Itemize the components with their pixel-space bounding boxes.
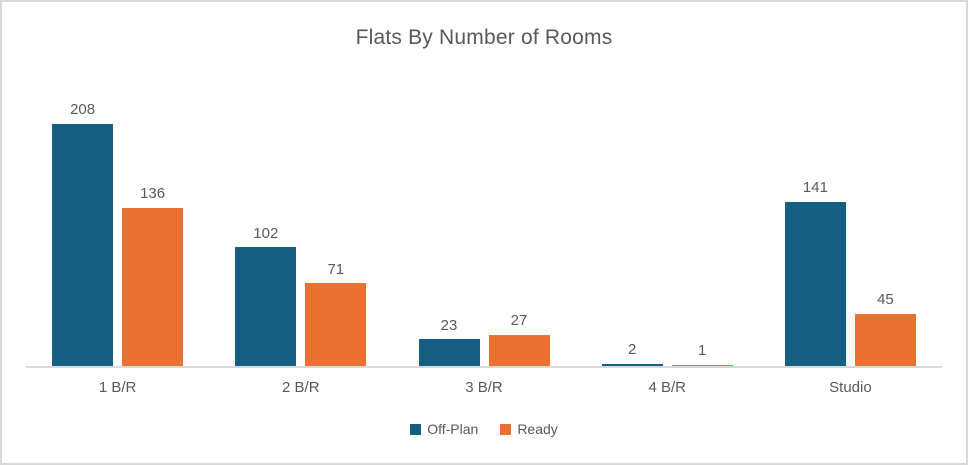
bar-col-ready-studio: 45 [854, 75, 916, 366]
bar-ready-studio [854, 313, 916, 366]
x-axis-label-studio: Studio [829, 379, 872, 396]
x-axis-label-4-b-r: 4 B/R [648, 379, 686, 396]
data-label-ready-2-b-r: 71 [327, 260, 345, 278]
bar-col-off-plan-3-b-r: 23 [418, 75, 480, 366]
bar-off-plan-3-b-r [418, 339, 480, 366]
bar-col-ready-4-b-r: 1 [671, 75, 733, 366]
legend: Off-Plan Ready [2, 421, 966, 437]
chart-title: Flats By Number of Rooms [355, 26, 613, 49]
bar-ready-3-b-r [488, 334, 550, 366]
bar-col-ready-3-b-r: 27 [488, 75, 550, 366]
bar-off-plan-1-b-r [52, 123, 114, 366]
legend-item-off-plan: Off-Plan [410, 421, 478, 437]
bar-col-off-plan-1-b-r: 208 [52, 75, 114, 366]
data-label-ready-3-b-r: 27 [510, 312, 528, 330]
x-axis-label-3-b-r: 3 B/R [465, 379, 503, 396]
data-label-off-plan-3-b-r: 23 [440, 316, 458, 334]
x-axis-label-1-b-r: 1 B/R [98, 379, 137, 396]
legend-item-ready: Ready [500, 421, 558, 437]
bar-col-off-plan-4-b-r: 2 [601, 75, 663, 366]
data-label-ready-studio: 45 [877, 291, 894, 309]
bar-off-plan-4-b-r [601, 363, 663, 366]
legend-swatch-icon-off-plan [410, 423, 422, 435]
data-label-off-plan-2-b-r: 102 [253, 224, 279, 242]
bar-group-1-b-r: 208 136 [26, 75, 209, 366]
bar-col-ready-1-b-r: 136 [122, 75, 184, 366]
bar-off-plan-studio [784, 201, 846, 366]
bar-ready-2-b-r [305, 283, 367, 366]
data-label-off-plan-4-b-r: 2 [628, 341, 637, 359]
bar-ready-1-b-r [122, 207, 184, 366]
legend-swatch-icon-ready [500, 423, 512, 435]
data-label-off-plan-studio: 141 [802, 179, 828, 197]
data-label-off-plan-1-b-r: 208 [70, 101, 96, 119]
bar-col-off-plan-2-b-r: 102 [235, 75, 297, 366]
bar-group-3-b-r: 23 27 [392, 75, 575, 366]
x-axis-label-2-b-r: 2 B/R [282, 379, 320, 396]
x-axis-labels: 1 B/R 2 B/R 3 B/R 4 B/R Studio [26, 368, 942, 396]
bar-group-studio: 141 45 [759, 75, 942, 366]
bar-col-ready-2-b-r: 71 [305, 75, 367, 366]
data-label-ready-4-b-r: 1 [698, 342, 707, 360]
legend-label-ready: Ready [517, 421, 558, 437]
data-label-ready-1-b-r: 136 [140, 185, 166, 203]
bar-ready-4-b-r [671, 364, 733, 366]
bar-group-2-b-r: 102 71 [209, 75, 392, 366]
legend-label-off-plan: Off-Plan [427, 421, 479, 437]
plot-area: 208 136 102 71 23 27 2 1 141 45 [26, 75, 942, 368]
bar-off-plan-2-b-r [235, 247, 297, 366]
bar-col-off-plan-studio: 141 [784, 75, 846, 366]
